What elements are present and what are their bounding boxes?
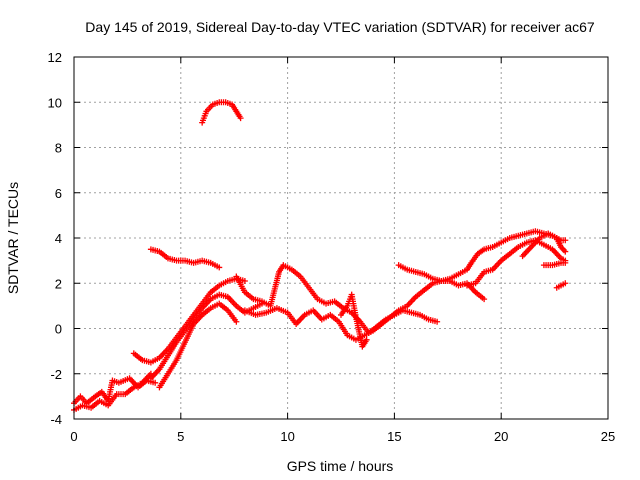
x-tick-label: 10 — [280, 429, 294, 444]
y-tick-label: 2 — [55, 276, 62, 291]
data-point — [481, 296, 488, 303]
data-point — [233, 318, 240, 325]
plot-frame — [73, 56, 609, 420]
data-point — [562, 280, 569, 287]
series-arc-rise-2 — [147, 291, 265, 382]
series-arc-late-4 — [540, 259, 569, 269]
series-arc-late-2 — [464, 237, 569, 289]
x-tick-label: 25 — [601, 429, 615, 444]
y-tick-label: 10 — [48, 95, 62, 110]
chart-title: Day 145 of 2019, Sidereal Day-to-day VTE… — [85, 19, 595, 35]
y-tick-label: 12 — [48, 50, 62, 65]
y-tick-label: -4 — [50, 412, 62, 427]
data-points — [71, 99, 569, 413]
series-arc-late-3 — [519, 230, 569, 260]
y-axis-label: SDTVAR / TECUs — [5, 182, 21, 294]
series-arc-early-low-2 — [71, 370, 154, 413]
series-arc-mid-3 — [338, 291, 370, 350]
y-tick-label: 0 — [55, 322, 62, 337]
y-tick-label: -2 — [50, 367, 62, 382]
data-point — [562, 248, 569, 255]
series-arc-rise-3 — [156, 300, 240, 391]
x-tick-label: 15 — [387, 429, 401, 444]
series-arc-rise — [130, 275, 248, 366]
data-point — [562, 237, 569, 244]
data-point — [152, 379, 159, 386]
series-arc-peak — [199, 99, 244, 126]
data-point — [363, 336, 370, 343]
x-tick-label: 5 — [177, 429, 184, 444]
data-point — [241, 277, 248, 284]
y-tick-labels: -4 -2 0 2 4 6 8 10 12 — [48, 50, 62, 427]
data-point — [237, 115, 244, 122]
series-arc-shelf — [147, 246, 223, 271]
data-point — [434, 318, 441, 325]
data-point — [216, 264, 223, 271]
y-tick-label: 6 — [55, 186, 62, 201]
x-axis-label: GPS time / hours — [287, 458, 394, 474]
x-tick-label: 0 — [70, 429, 77, 444]
data-point — [562, 259, 569, 266]
x-tick-label: 20 — [494, 429, 508, 444]
x-tick-labels: 0 5 10 15 20 25 — [70, 429, 615, 444]
series-arc-late-5 — [553, 280, 569, 291]
y-tick-label: 4 — [55, 231, 62, 246]
series-arc-late — [395, 228, 569, 284]
grid — [73, 56, 609, 420]
y-tick-label: 8 — [55, 141, 62, 156]
series-arc-mid-2 — [241, 277, 488, 343]
